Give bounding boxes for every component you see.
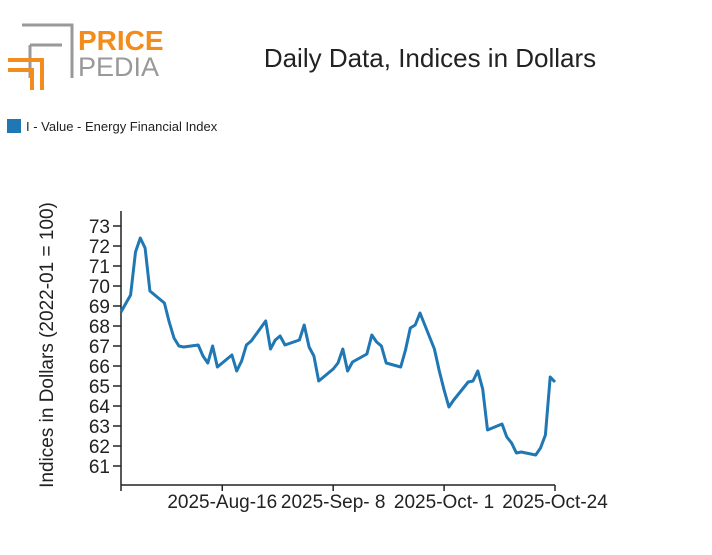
x-tick-label: 2025-Oct- 1 [394, 492, 494, 513]
y-tick-label: 63 [89, 417, 110, 438]
y-tick-label: 70 [89, 277, 110, 298]
x-tick-label: 2025-Aug-16 [167, 492, 277, 513]
legend-label: I - Value - Energy Financial Index [26, 119, 218, 134]
logo-text: PEDIA [78, 52, 159, 82]
y-tick-label: 73 [89, 217, 110, 238]
y-tick-label: 71 [89, 257, 110, 278]
y-tick-label: 65 [89, 377, 110, 398]
logo: PRICE PEDIA [8, 23, 164, 90]
data-line [119, 236, 557, 457]
y-axis-label: Indices in Dollars (2022-01 = 100) [37, 202, 58, 488]
y-tick-label: 72 [89, 237, 110, 258]
logo-frame [22, 23, 74, 78]
chart-title: Daily Data, Indices in Dollars [264, 43, 596, 73]
y-tick-label: 66 [89, 357, 110, 378]
y-tick-label: 68 [89, 317, 110, 338]
x-tick-label: 2025-Sep- 8 [281, 492, 386, 513]
legend-swatch [7, 119, 21, 133]
y-tick-label: 69 [89, 297, 110, 318]
logo-text: PRICE [78, 25, 164, 56]
y-tick-label: 61 [89, 457, 110, 478]
x-tick-label: 2025-Oct-24 [502, 492, 608, 513]
y-tick-label: 62 [89, 437, 110, 458]
y-tick-label: 67 [89, 337, 110, 358]
logo-mark [8, 58, 44, 90]
y-tick-label: 64 [89, 397, 111, 418]
